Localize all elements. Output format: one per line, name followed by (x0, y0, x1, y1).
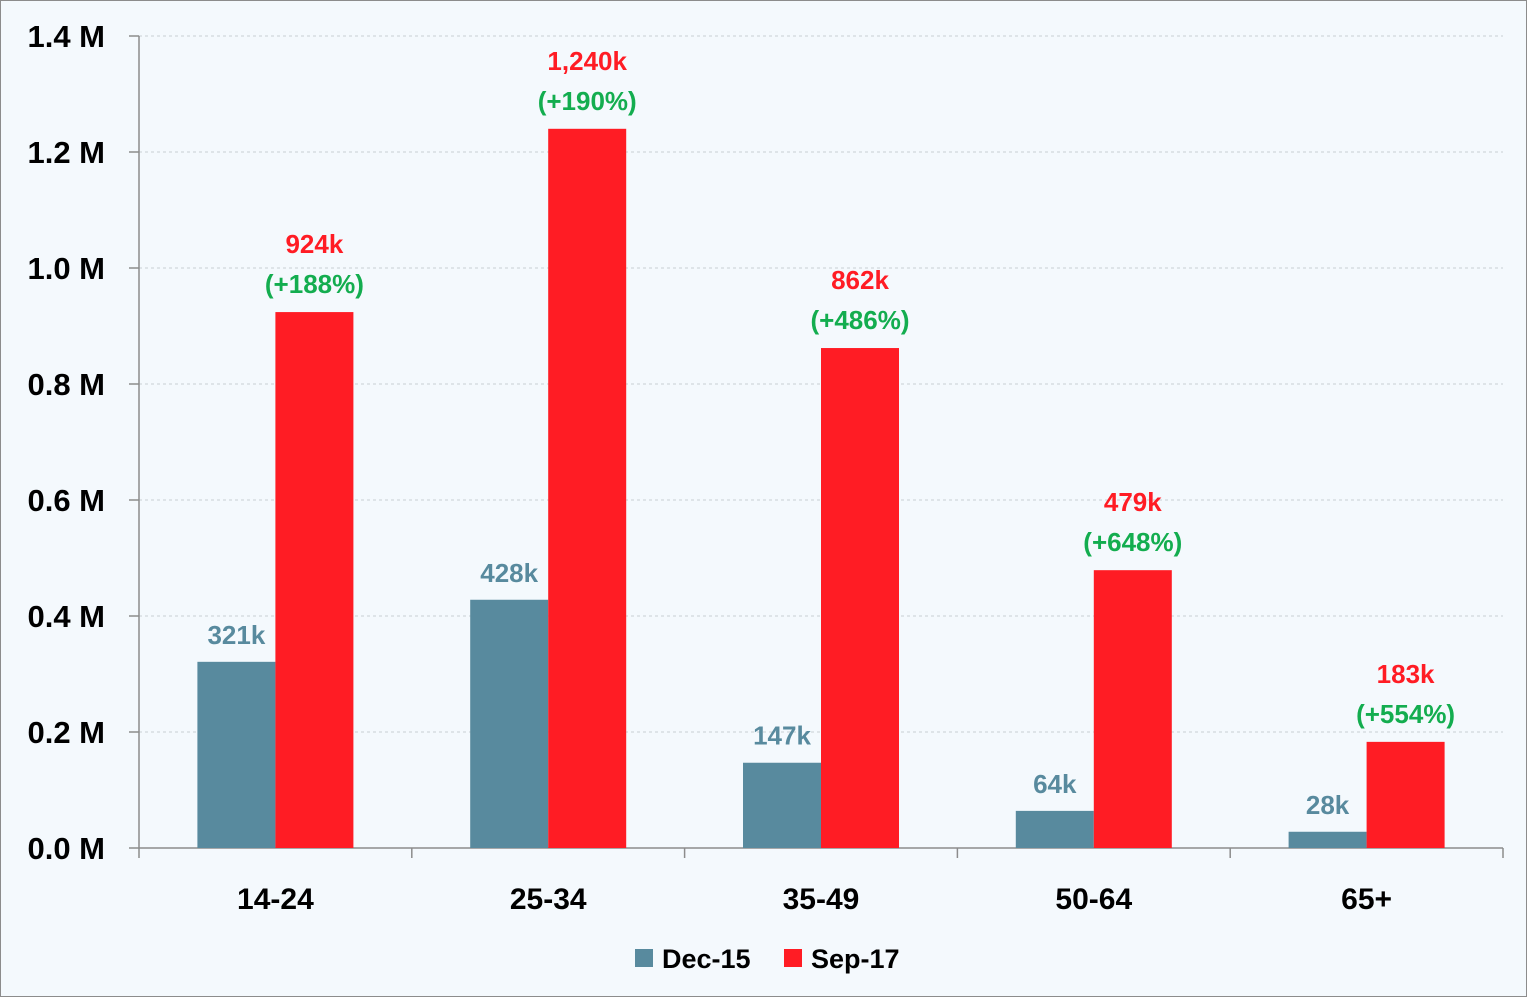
y-tick-label: 1.2 M (27, 135, 105, 170)
y-tick-label: 0.2 M (27, 715, 105, 750)
y-tick-label: 1.4 M (27, 19, 105, 54)
data-label-sep-17: 1,240k (547, 46, 627, 76)
bar-dec-15 (743, 762, 821, 848)
growth-label-sep-17: (+190%) (538, 86, 637, 116)
y-tick-label: 1.0 M (27, 251, 105, 286)
y-tick-label: 0.6 M (27, 483, 105, 518)
x-tick-label: 35-49 (783, 883, 860, 916)
legend-label-sep-17: Sep-17 (811, 944, 900, 974)
growth-label-sep-17: (+648%) (1083, 527, 1182, 557)
data-label-dec-15: 147k (753, 721, 811, 751)
y-tick-label: 0.8 M (27, 367, 105, 402)
data-label-sep-17: 183k (1377, 659, 1435, 689)
legend-swatch-sep-17 (784, 949, 802, 967)
x-tick-label: 14-24 (237, 883, 314, 916)
y-axis: 0.0 M 0.2 M 0.4 M 0.6 M 0.8 M 1.0 M 1.2 M 1.4 M (27, 19, 140, 866)
data-label-dec-15: 428k (480, 558, 538, 588)
y-tick-label: 0.4 M (27, 599, 105, 634)
x-tick-label: 65+ (1341, 883, 1392, 916)
legend-label-dec-15: Dec-15 (662, 944, 751, 974)
data-label-dec-15: 321k (207, 620, 265, 650)
data-labels: 321k 924k (+188%) 428k 1,240k (+190%) 147k 862k… (207, 46, 1455, 820)
growth-label-sep-17: (+188%) (265, 269, 364, 299)
data-label-sep-17: 479k (1104, 487, 1162, 517)
bar-sep-17 (821, 348, 899, 848)
bar-sep-17 (1093, 570, 1172, 848)
bar-dec-15 (1015, 810, 1094, 848)
bars (197, 128, 1445, 849)
legend: Dec-15 Sep-17 (635, 944, 900, 974)
bar-dec-15 (1288, 831, 1367, 848)
data-label-sep-17: 862k (831, 265, 889, 295)
bar-sep-17 (1366, 741, 1445, 848)
gridlines (139, 35, 1503, 733)
bar-sep-17 (548, 128, 627, 849)
data-label-dec-15: 28k (1306, 790, 1350, 820)
y-tick-label: 0.0 M (27, 831, 105, 866)
growth-label-sep-17: (+554%) (1356, 699, 1455, 729)
legend-swatch-dec-15 (635, 949, 653, 967)
bar-sep-17 (275, 312, 354, 849)
growth-label-sep-17: (+486%) (811, 305, 910, 335)
data-label-sep-17: 924k (285, 229, 343, 259)
x-tick-label: 50-64 (1055, 883, 1132, 916)
data-label-dec-15: 64k (1033, 769, 1077, 799)
bar-dec-15 (470, 599, 549, 848)
x-axis: 14-24 25-34 35-49 50-64 65+ (138, 847, 1504, 916)
x-tick-label: 25-34 (510, 883, 587, 916)
bar-dec-15 (197, 661, 276, 848)
